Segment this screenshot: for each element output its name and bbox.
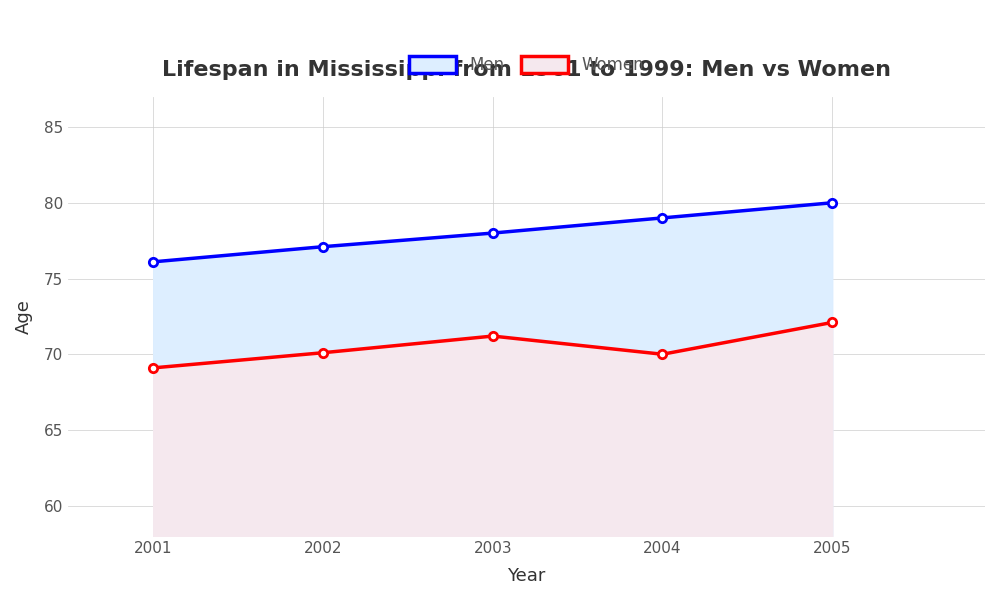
Y-axis label: Age: Age bbox=[15, 299, 33, 334]
Title: Lifespan in Mississippi from 1961 to 1999: Men vs Women: Lifespan in Mississippi from 1961 to 199… bbox=[162, 60, 891, 80]
Legend: Men, Women: Men, Women bbox=[401, 48, 652, 83]
X-axis label: Year: Year bbox=[507, 567, 546, 585]
